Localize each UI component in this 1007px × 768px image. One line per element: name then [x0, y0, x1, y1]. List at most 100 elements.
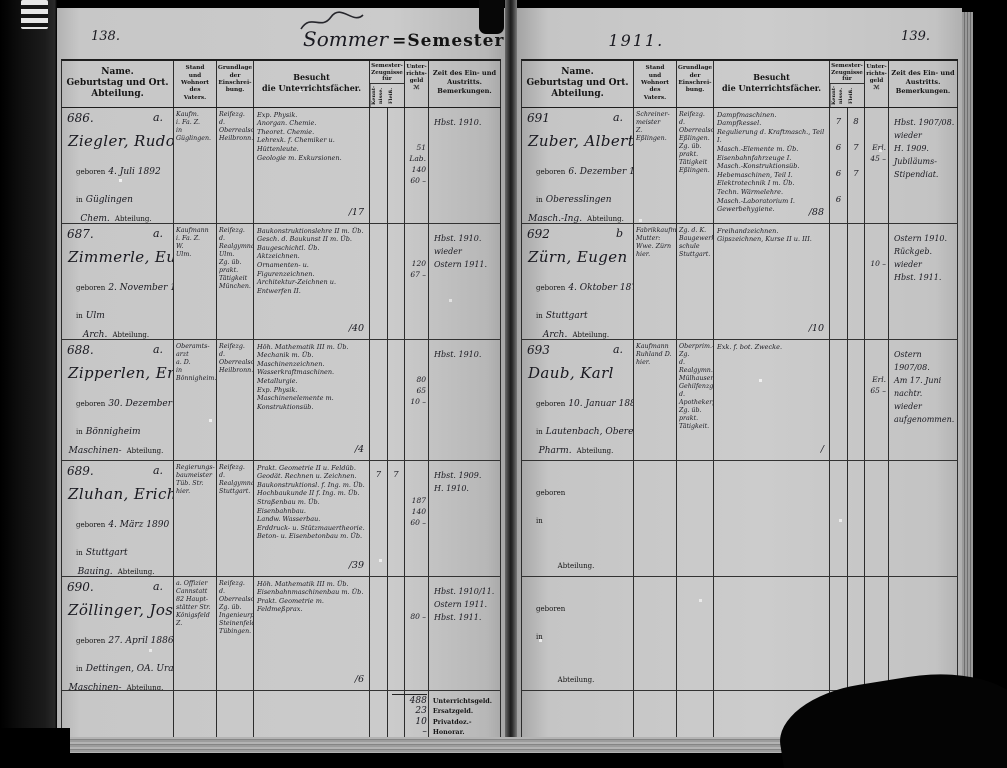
subjects-cell: Dampfmaschinen. Dampfkessel. Regulierung…	[714, 107, 830, 223]
empty-cell	[388, 690, 405, 738]
enrollment-basis: Zg. d. K. Baugewerk- schule Stuttgart.	[677, 223, 714, 339]
abteilung-label: Abteilung.	[557, 561, 595, 570]
tuition-fee: 187 140 60 –	[405, 460, 429, 576]
department-line: Abteilung.	[522, 553, 633, 572]
empty-cell	[174, 690, 217, 738]
col-header-geld: Unter- richts- geld ℳ	[405, 61, 429, 107]
marks-fleiss	[848, 339, 865, 460]
ledger-page-left: 138. Sommer =Semester Name. Geburtstag un…	[57, 8, 505, 752]
gutter-notch	[479, 0, 504, 34]
marks-kenntnisse	[830, 339, 848, 460]
marks-kenntnisse: 7	[370, 460, 388, 576]
department-line: Arch. Abteilung.	[62, 322, 173, 339]
birth-date: 4. Juli 1892	[108, 166, 161, 177]
marks-fleiss	[848, 576, 865, 690]
subjects-list	[714, 577, 829, 580]
in-label: in	[76, 311, 83, 320]
tuition-fee: 80 –	[405, 576, 429, 690]
father-occupation: Kaufm. i. Fa. Z. in Güglingen.	[174, 107, 217, 223]
in-label: in	[536, 516, 543, 525]
department-line: Abteilung.	[522, 667, 633, 686]
in-label: in	[76, 195, 83, 204]
entry-head: 691 a.	[522, 108, 633, 125]
abteilung-label: Abteilung.	[572, 330, 610, 339]
entry-number: 692	[527, 226, 550, 241]
subjects-list: Exk. f. bot. Zwecke.	[717, 342, 783, 351]
empty-cell	[429, 690, 501, 738]
empty-cell	[405, 690, 429, 738]
entry-head: 688. a.	[62, 340, 173, 357]
department: Maschinen-	[68, 682, 122, 690]
birth-place: Stuttgart	[545, 310, 588, 321]
abteilung-label: Abteilung.	[587, 214, 624, 223]
birth-place: Oberesslingen	[545, 194, 612, 205]
birth-date: 10. Januar 1887	[568, 398, 633, 409]
hours-total: /6	[354, 673, 364, 685]
entry-class-letter: a.	[612, 110, 623, 124]
department: Arch.	[542, 329, 568, 339]
father-occupation: Fabrikkaufm. Mutter: Wwe. Zürn hier.	[634, 223, 677, 339]
department: Maschinen-	[68, 445, 122, 456]
hours-total: /10	[808, 322, 824, 334]
birth-date: 4. Oktober 1870	[568, 282, 633, 293]
semester-handwritten: Sommer	[303, 27, 389, 51]
marks-fleiss	[388, 107, 405, 223]
entry-class-letter: b	[615, 226, 623, 240]
birth-place: Stuttgart	[85, 547, 128, 558]
student-name: Zluhan, Erich	[68, 484, 174, 503]
entry-class-letter: a.	[612, 342, 623, 356]
remarks: Hbst. 1910.	[429, 107, 501, 223]
marks-fleiss	[388, 576, 405, 690]
place-line: in Oberesslingen	[522, 187, 633, 206]
empty-cell	[370, 690, 388, 738]
totals-row-left: 488 23 10 – 521 Unterrichtsgeld. Ersatzg…	[61, 690, 501, 752]
remarks	[889, 576, 958, 690]
student-name: Ziegler, Rudolf	[68, 131, 173, 150]
abteilung-label: Abteilung.	[557, 675, 595, 684]
enrollment-basis: Reifezg. d. Oberrealsch. Heilbronn.	[217, 107, 254, 223]
student-name: Daub, Karl	[528, 363, 614, 382]
enrollment-basis: Reifezg. d. Oberrealsch. Eßlingen. Zg. ü…	[677, 107, 714, 223]
geboren-label: geboren	[76, 167, 106, 176]
col-header-semester-label: Semester- Zeugnisse für	[371, 63, 403, 83]
entry-number: 690.	[67, 579, 94, 594]
place-line: in Ulm	[62, 303, 173, 322]
hours-total: /	[820, 443, 824, 455]
hours-total: /40	[348, 322, 364, 334]
birth-place: Güglingen	[85, 194, 133, 205]
student-name: Zöllinger, Josef	[68, 600, 174, 619]
left-title-band: 138. Sommer =Semester	[61, 8, 503, 59]
student-name: Zuber, Albert	[528, 131, 634, 150]
col-header-fleiss: Fleiß.	[847, 87, 854, 104]
remarks: Hbst. 1910. wieder Ostern 1911.	[429, 223, 501, 339]
tuition-fee: 51 Lab. 140 60 –	[405, 107, 429, 223]
birth-line: geboren 27. April 1886	[62, 628, 173, 647]
place-line: in	[522, 624, 633, 643]
table-header-right: Name. Geburtstag und Ort. Abteilung. Sta…	[521, 59, 958, 108]
department-line: Maschinen- Abteilung.	[62, 438, 173, 457]
marks-fleiss	[388, 339, 405, 460]
department: Masch.-Ing.	[528, 213, 583, 223]
col-header-semester-label: Semester- Zeugnisse für	[831, 63, 863, 83]
birth-date: 4. März 1890	[108, 519, 170, 530]
marks-kenntnisse	[370, 576, 388, 690]
entry-number: 687.	[67, 226, 94, 241]
student-name: Zürn, Eugen	[528, 247, 628, 266]
remarks: Ostern 1907/08. Am 17. Juni nachtr. wied…	[889, 339, 958, 460]
birth-date: 6. Dezember 1887	[568, 166, 633, 177]
col-header-name: Name. Geburtstag und Ort. Abteilung.	[62, 61, 174, 107]
semester-subcolumns: Kennt- nisse. Fleiß.	[370, 82, 404, 107]
remarks: Hbst. 1907/08. wieder H. 1909. Jubiläums…	[889, 107, 958, 223]
subjects-list: Dampfmaschinen. Dampfkessel. Regulierung…	[717, 110, 825, 214]
remarks: Hbst. 1910.	[429, 339, 501, 460]
marks-kenntnisse: 7 6 6 6	[830, 107, 848, 223]
col-header-fleiss: Fleiß.	[387, 87, 394, 104]
